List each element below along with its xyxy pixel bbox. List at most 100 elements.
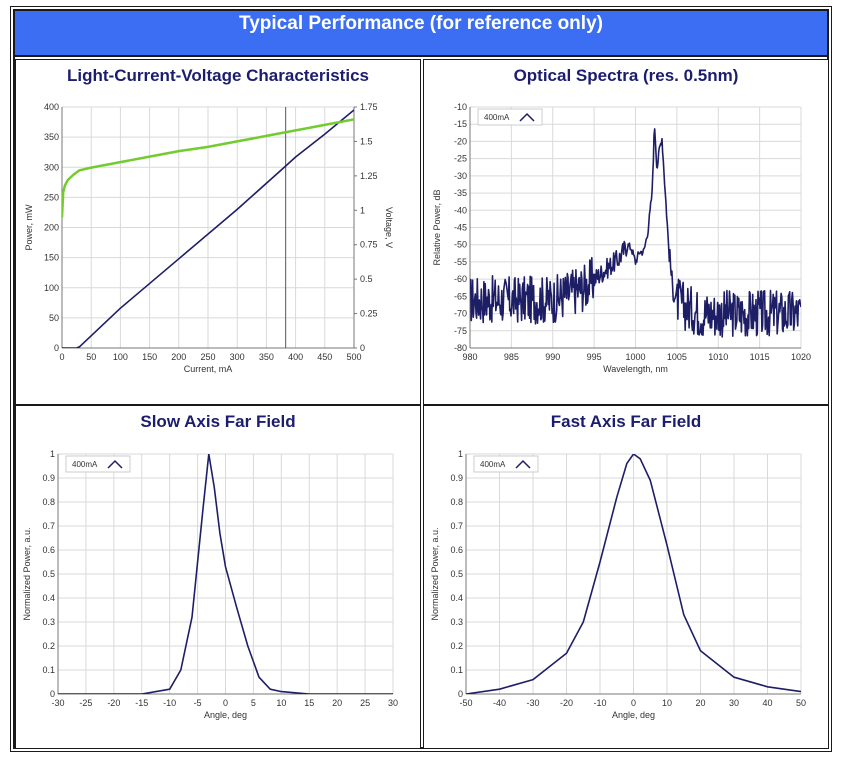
liv-chart: 0 50 100 150 200 250 300 350 400 450 5000501001502… [24,102,394,374]
x-tick-label: 20 [695,698,705,708]
x-tick-label: 985 [504,352,519,362]
y-tick-label: -45 [454,223,467,233]
x-tick-label: 350 [259,352,274,362]
x-tick-label: 50 [86,352,96,362]
y-tick-label: 350 [44,132,59,142]
x-tick-label: -20 [560,698,573,708]
y-tick-label: 0.9 [450,473,463,483]
y2-axis-label: Voltage, V [384,207,394,248]
y-tick-label: 0.4 [450,593,463,603]
y2-tick-label: 1.75 [360,102,378,112]
x-tick-label: 980 [462,352,477,362]
y-tick-label: 0 [458,689,463,699]
x-tick-label: 250 [200,352,215,362]
y-tick-label: 1 [50,449,55,459]
y-tick-label: 1 [458,449,463,459]
x-tick-label: 995 [587,352,602,362]
y-tick-label: -15 [454,119,467,129]
x-tick-label: 10 [662,698,672,708]
y-tick-label: -55 [454,257,467,267]
x-tick-label: -40 [493,698,506,708]
y-tick-label: -40 [454,205,467,215]
series-line-400mA [470,128,801,338]
y-tick-label: 0.4 [42,593,55,603]
y-tick-label: 0.2 [42,641,55,651]
page-header: Typical Performance (for reference only) [15,11,827,57]
y-axis-label: Normalized Power, a.u. [430,527,440,620]
y-tick-label: -50 [454,240,467,250]
fast-axis-chart-title: Fast Axis Far Field [550,412,702,431]
legend-swatch [107,459,123,469]
y-tick-label: -75 [454,326,467,336]
y-tick-label: -30 [454,171,467,181]
y-tick-label: 0.3 [42,617,55,627]
legend-box [473,455,539,473]
x-tick-label: 10 [276,698,286,708]
x-tick-label: 300 [230,352,245,362]
y-tick-label: 0.5 [42,569,55,579]
y-tick-label: -65 [454,291,467,301]
y-tick-label: -70 [454,309,467,319]
y-tick-label: -25 [454,154,467,164]
slow-axis-chart-panel: Slow Axis Far Field -30 -25 -20 -15 -10 -5 0 5 1… [15,405,421,749]
y2-tick-label: 0.75 [360,240,378,250]
y-tick-label: 0.1 [42,665,55,675]
x-tick-label: 1020 [791,352,811,362]
x-tick-label: 40 [762,698,772,708]
y-tick-label: 250 [44,192,59,202]
y-tick-label: -80 [454,343,467,353]
y-axis-label: Normalized Power, a.u. [22,527,32,620]
y-tick-label: 100 [44,283,59,293]
series-line-400mA [466,454,801,694]
legend-box [477,108,543,126]
x-tick-label: -15 [135,698,148,708]
x-tick-label: 990 [545,352,560,362]
y-tick-label: 0.6 [42,545,55,555]
x-tick-label: 5 [251,698,256,708]
x-tick-label: -30 [526,698,539,708]
x-tick-label: 500 [346,352,361,362]
page-title: Typical Performance (for reference only) [239,13,603,34]
y2-tick-label: 0.5 [360,274,373,284]
outer-frame [10,6,832,752]
x-tick-label: 450 [317,352,332,362]
x-axis-label: Angle, deg [612,710,655,720]
y-axis-label: Relative Power, dB [432,189,442,265]
x-tick-label: -50 [459,698,472,708]
x-tick-label: 400 [288,352,303,362]
series-line-400mA [58,454,393,694]
spectra-chart: 980 985 990 995 1000 1005 1010 1015 1020 -80 -75 -7… [432,102,811,374]
spectra-chart-panel: Optical Spectra (res. 0.5nm) 980 985 990 99… [423,59,829,405]
y-tick-label: 0.7 [42,521,55,531]
legend-label: 400mA [484,113,510,122]
y-tick-label: 0.8 [42,497,55,507]
legend-label: 400mA [480,460,506,469]
y-tick-label: -35 [454,188,467,198]
y-tick-label: 0.2 [450,641,463,651]
y-tick-label: 0.1 [450,665,463,675]
y-tick-label: 0.7 [450,521,463,531]
x-tick-label: -10 [593,698,606,708]
x-tick-label: 100 [113,352,128,362]
legend-box [65,455,131,473]
y-tick-label: 0.9 [42,473,55,483]
y-tick-label: 0 [54,343,59,353]
x-tick-label: 15 [304,698,314,708]
x-tick-label: 0 [223,698,228,708]
x-tick-label: -25 [79,698,92,708]
y-tick-label: 300 [44,162,59,172]
legend-swatch [519,112,535,122]
y-tick-label: 0.8 [450,497,463,507]
x-tick-label: 0 [631,698,636,708]
x-tick-label: 0 [59,352,64,362]
x-tick-label: 1000 [625,352,645,362]
x-tick-label: -10 [163,698,176,708]
series-line-power [62,109,354,348]
x-axis-label: Angle, deg [204,710,247,720]
y2-tick-label: 0.25 [360,309,378,319]
x-tick-label: 25 [360,698,370,708]
y-axis-label: Power, mW [24,204,34,251]
legend-swatch [515,459,531,469]
y-tick-label: -10 [454,102,467,112]
